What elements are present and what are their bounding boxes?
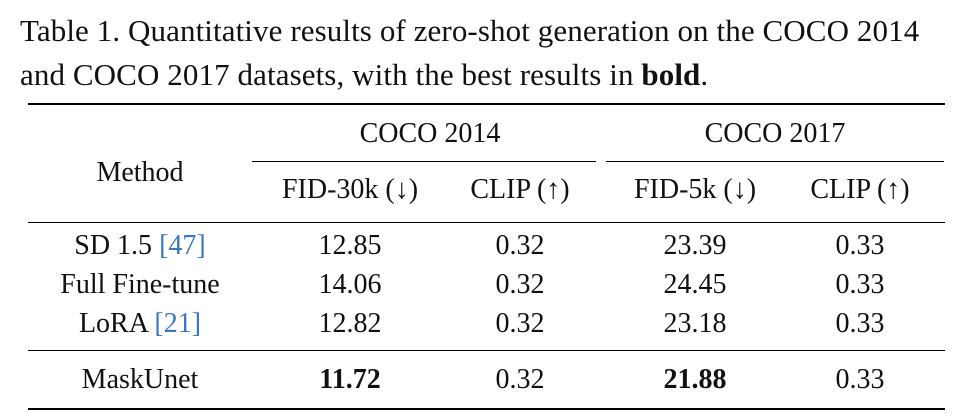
group-underline-coco-2014 xyxy=(252,161,596,162)
header-rule xyxy=(28,222,945,223)
cell-fid-5k: 23.18 xyxy=(663,308,727,339)
cell-clip-2017: 0.33 xyxy=(835,308,885,339)
cell-clip-2017: 0.33 xyxy=(835,269,885,300)
caption-text: Table 1. Quantitative results of zero-sh… xyxy=(20,13,920,92)
column-header-fid-30k: FID-30k (↓) xyxy=(281,174,419,205)
table-row-method: Full Fine-tune xyxy=(60,269,220,300)
cell-fid-5k: 23.39 xyxy=(663,230,727,261)
method-header: Method xyxy=(96,157,184,188)
table-caption: Table 1. Quantitative results of zero-sh… xyxy=(20,9,955,97)
cell-clip-2017: 0.33 xyxy=(835,230,885,261)
table-bottom-rule xyxy=(28,408,945,410)
cell-fid-30k: 14.06 xyxy=(318,269,382,300)
table-row-method: LoRA [21] xyxy=(40,308,240,340)
cell-clip-2014: 0.32 xyxy=(495,269,545,300)
cell-fid-30k: 12.82 xyxy=(318,308,382,339)
table-row-method: SD 1.5 [47] xyxy=(40,230,240,262)
cell-fid-30k-best: 11.72 xyxy=(319,364,381,395)
group-header-coco-2017: COCO 2017 xyxy=(704,118,846,149)
group-header-coco-2014: COCO 2014 xyxy=(359,118,501,149)
citation-link[interactable]: [21] xyxy=(154,308,202,339)
cell-fid-5k: 24.45 xyxy=(663,269,727,300)
table-top-rule xyxy=(28,103,945,105)
citation-number: 21 xyxy=(163,308,192,339)
column-header-clip-2014: CLIP (↑) xyxy=(470,174,570,205)
method-name: LoRA xyxy=(78,308,148,339)
table-row-method-maskunet: MaskUnet xyxy=(81,364,199,395)
column-header-clip-2017: CLIP (↑) xyxy=(810,174,910,205)
citation-link[interactable]: [47] xyxy=(159,230,206,261)
caption-period: . xyxy=(700,57,709,92)
caption-bold-word: bold xyxy=(641,57,701,92)
group-underline-coco-2017 xyxy=(606,161,944,162)
cell-clip-2014: 0.32 xyxy=(495,308,545,339)
cell-fid-5k-best: 21.88 xyxy=(663,364,727,395)
cell-clip-2017: 0.33 xyxy=(835,364,885,395)
column-header-fid-5k: FID-5k (↓) xyxy=(633,174,757,205)
cell-clip-2014: 0.32 xyxy=(495,230,545,261)
final-row-rule xyxy=(28,350,945,351)
method-name: SD 1.5 xyxy=(74,230,153,261)
cell-fid-30k: 12.85 xyxy=(318,230,382,261)
cell-clip-2014: 0.32 xyxy=(495,364,545,395)
citation-number: 47 xyxy=(168,230,197,261)
